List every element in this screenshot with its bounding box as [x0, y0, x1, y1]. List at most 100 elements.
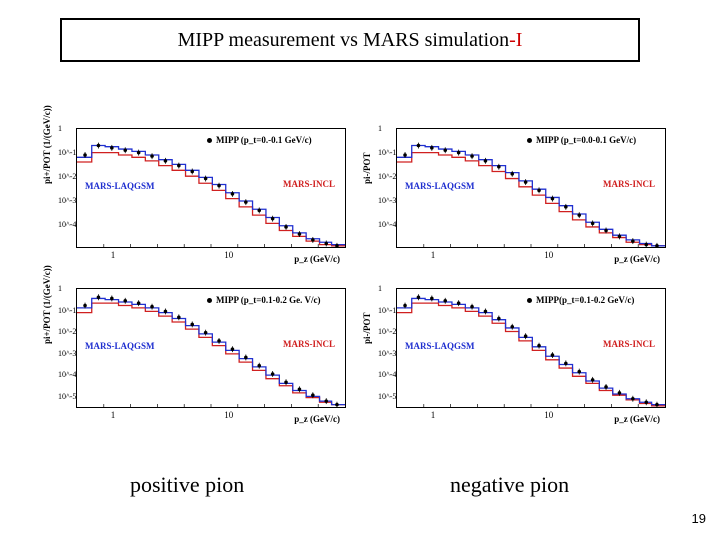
plot-area: MIPP (p_t=0.0-0.1 GeV/c) MARS-LAQGSM MARS-… [396, 128, 666, 248]
data-point-mipp [335, 243, 339, 247]
data-point-mipp [284, 379, 288, 385]
data-point-mipp [217, 183, 221, 189]
data-point-mipp [430, 295, 434, 301]
y-tick-label: 10^-2 [58, 172, 76, 181]
title-text-black: MIPP measurement vs MARS simulation [178, 29, 509, 52]
data-point-mipp [164, 308, 168, 314]
data-point-mipp [164, 158, 168, 164]
plot-area: MIPP (p_t=0.-0.1 GeV/c)MARS-LAQGSMMARS-I… [76, 128, 346, 248]
data-point-mipp [177, 163, 181, 169]
chart-panel: pi+/POT (1/(GeV/c))MIPP (p_t=0.-0.1 GeV/… [40, 120, 360, 280]
legend-mars-laqgsm: MARS-LAQGSM [85, 341, 155, 351]
data-point-mipp [510, 324, 514, 330]
data-point-mipp [244, 199, 248, 205]
data-point-mipp [443, 298, 447, 304]
data-point-mipp [484, 308, 488, 314]
y-axis-label: pi+/POT (1/(GeV/c)) [42, 105, 52, 184]
x-tick-label: 1 [111, 250, 116, 260]
x-tick-label: 10 [224, 250, 233, 260]
data-point-mipp [324, 398, 328, 404]
series-mars-laqgsm [397, 146, 665, 246]
data-point-mipp [551, 196, 555, 202]
data-point-mipp [591, 377, 595, 383]
data-point-mipp [335, 402, 339, 407]
data-point-mipp [497, 316, 501, 322]
caption-positive-pion: positive pion [130, 472, 244, 498]
data-point-mipp [217, 338, 221, 344]
data-point-mipp [110, 145, 114, 151]
legend-mars-incl: MARS-INCL [283, 179, 335, 189]
data-point-mipp [257, 207, 261, 213]
series-mars-incl [77, 153, 345, 246]
data-point-mipp [430, 145, 434, 151]
data-point-mipp [244, 354, 248, 360]
series-mars-incl [397, 303, 665, 406]
data-point-mipp [190, 321, 194, 327]
data-point-mipp [123, 147, 127, 153]
y-tick-label: 1 [58, 124, 62, 133]
y-tick-label: 10^-4 [58, 370, 76, 379]
y-tick-label: 10^-1 [58, 148, 76, 157]
data-point-mipp [564, 204, 568, 210]
data-point-mipp [311, 237, 315, 243]
data-point-mipp [284, 224, 288, 230]
x-axis-label: p_z (GeV/c) [614, 254, 660, 264]
y-tick-label: 10^-1 [58, 306, 76, 315]
page-number: 19 [692, 511, 706, 526]
y-axis-label: pi-/POT [362, 152, 372, 184]
legend-mars-incl: MARS-INCL [603, 339, 655, 349]
x-tick-label: 10 [224, 410, 233, 420]
data-point-mipp [457, 300, 461, 306]
y-tick-label: 10^-2 [58, 327, 76, 336]
data-point-mipp [577, 369, 581, 375]
data-point-mipp [137, 150, 141, 156]
x-axis-label: p_z (GeV/c) [294, 414, 340, 424]
chart-grid: pi+/POT (1/(GeV/c))MIPP (p_t=0.-0.1 GeV/… [40, 120, 680, 440]
series-mars-laqgsm [77, 146, 345, 245]
data-point-mipp [204, 330, 208, 336]
data-point-mipp [470, 304, 474, 310]
data-point-mipp [150, 153, 154, 159]
data-point-mipp [510, 171, 514, 177]
x-tick-label: 1 [111, 410, 116, 420]
chart-panel: pi-/POTMIPP(p_t=0.1-0.2 GeV/c)MARS-LAQGS… [360, 280, 680, 440]
data-point-mipp [524, 179, 528, 185]
x-tick-label: 10 [544, 250, 553, 260]
title-text-red: -I [509, 29, 522, 52]
data-point-mipp [591, 220, 595, 226]
data-point-mipp [150, 304, 154, 310]
title-box: MIPP measurement vs MARS simulation -I [60, 18, 640, 62]
y-tick-label: 10^-3 [58, 196, 76, 205]
legend-mars-laqgsm: MARS-LAQGSM [405, 341, 475, 351]
y-tick-label: 10^-4 [378, 220, 396, 229]
data-point-mipp [618, 233, 622, 239]
data-point-mipp [97, 294, 101, 300]
y-axis-label: pi-/POT [362, 312, 372, 344]
legend-mipp: MIPP (p_t=0.0-0.1 GeV/c) [527, 135, 636, 145]
data-point-mipp [577, 212, 581, 218]
legend-mars-laqgsm: MARS-LAQGSM [405, 181, 475, 191]
y-tick-label: 10^-5 [58, 392, 76, 401]
y-tick-label: 10^-3 [378, 349, 396, 358]
y-tick-label: 10^-1 [378, 306, 396, 315]
data-point-mipp [484, 158, 488, 164]
legend-mipp: MIPP (p_t=0.1-0.2 Ge. V/c) [207, 295, 320, 305]
data-point-mipp [204, 176, 208, 182]
y-tick-label: 1 [378, 124, 382, 133]
y-tick-label: 10^-2 [378, 172, 396, 181]
legend-mars-incl: MARS-INCL [603, 179, 655, 189]
data-point-mipp [631, 238, 635, 244]
chart-panel: pi+/POT (1/(GeV/c))MIPP (p_t=0.1-0.2 Ge.… [40, 280, 360, 440]
data-point-mipp [644, 242, 648, 247]
data-point-mipp [644, 399, 648, 405]
data-point-mipp [298, 386, 302, 392]
y-tick-label: 1 [378, 284, 382, 293]
y-tick-label: 10^-4 [58, 220, 76, 229]
legend-mipp: MIPP (p_t=0.-0.1 GeV/c) [207, 135, 312, 145]
data-point-mipp [537, 343, 541, 349]
data-point-mipp [123, 298, 127, 304]
data-point-mipp [631, 396, 635, 402]
x-tick-label: 1 [431, 250, 436, 260]
series-mars-laqgsm [77, 298, 345, 404]
data-point-mipp [110, 295, 114, 301]
